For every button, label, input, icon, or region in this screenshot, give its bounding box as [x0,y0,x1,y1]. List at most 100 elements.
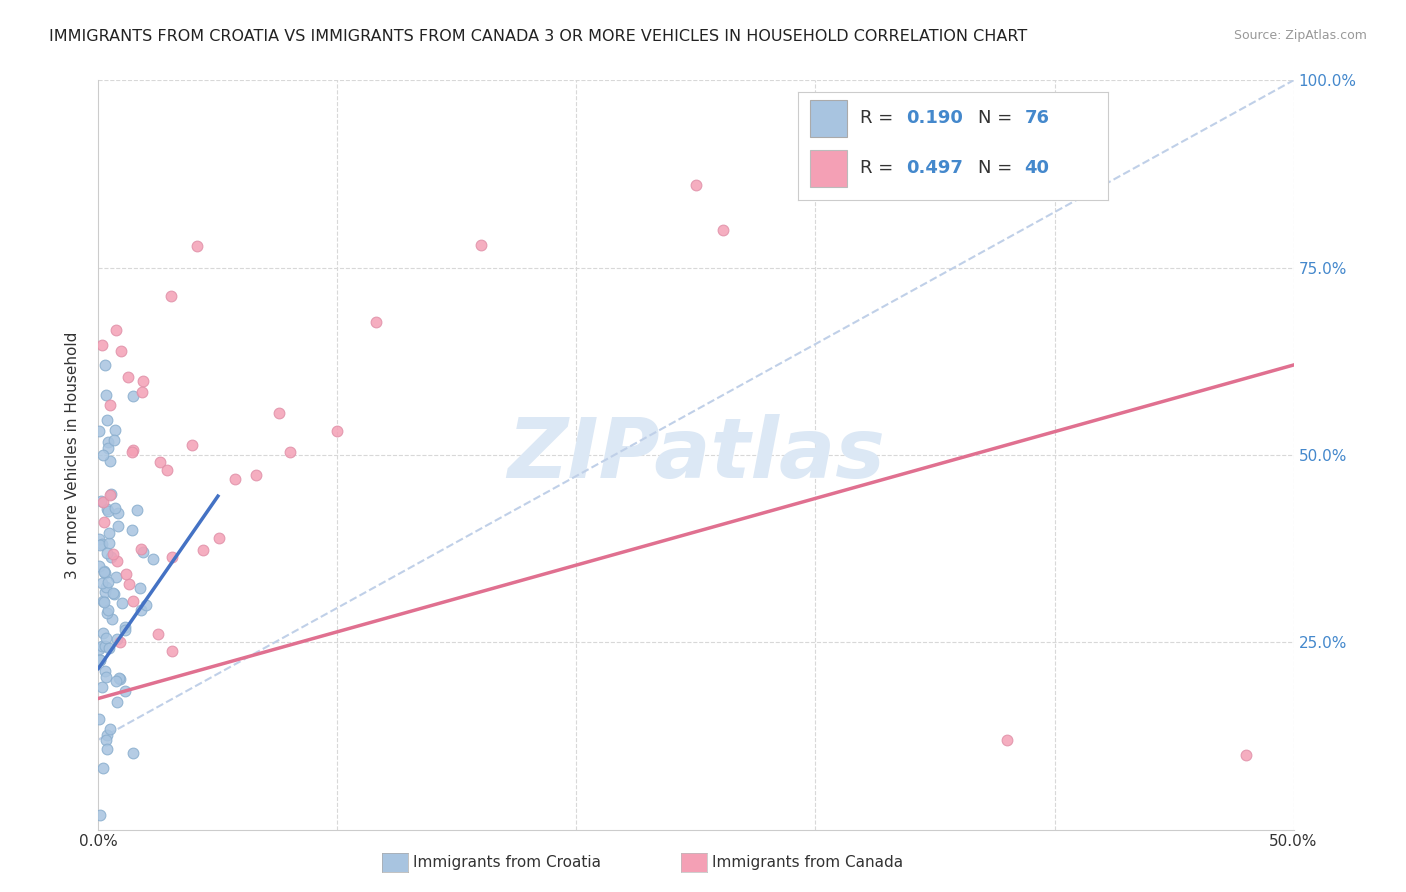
Point [122,443,145,458]
Point [364,315,387,329]
Point [94,566,117,580]
Point [685,178,707,193]
Point [96,742,118,756]
Point [118,576,141,591]
Point [1234,747,1257,762]
Point [101,586,124,600]
Point [96,502,118,516]
Point [108,672,131,686]
Point [98,454,121,468]
Point [105,674,128,689]
Point [121,389,143,403]
Point [159,289,181,303]
Point [98,641,121,656]
Point [111,596,134,610]
Point [97,574,120,589]
Point [125,503,148,517]
Point [93,595,115,609]
Point [89,559,111,574]
Point [100,487,122,501]
Point [90,681,112,695]
Point [96,733,118,747]
Point [91,761,114,775]
Point [87,424,110,438]
Point [149,455,172,469]
Point [90,537,112,551]
Point [121,523,143,537]
Point [89,653,111,667]
Point [104,500,127,515]
Point [89,642,111,657]
Point [114,684,136,698]
Point [94,585,117,599]
Point [91,576,114,591]
Point [107,519,129,533]
Point [91,625,114,640]
Point [115,566,138,581]
Point [98,398,121,412]
Point [108,635,131,649]
Point [105,632,128,646]
Point [101,547,124,561]
Point [90,494,112,508]
Point [93,515,115,529]
Point [114,624,136,638]
Point [155,462,177,476]
Point [208,531,231,545]
Point [280,445,302,459]
Point [117,369,139,384]
Point [96,546,118,560]
Point [186,239,208,253]
Point [995,732,1018,747]
Y-axis label: 3 or more Vehicles in Household: 3 or more Vehicles in Household [65,331,80,579]
Point [148,627,170,641]
Point [105,554,128,568]
Point [98,536,121,550]
Point [160,644,183,658]
Point [326,424,349,438]
Point [245,467,267,482]
Point [89,537,111,551]
Text: Immigrants from Canada: Immigrants from Canada [711,855,903,870]
Point [470,238,492,252]
Point [142,552,165,566]
Text: Immigrants from Croatia: Immigrants from Croatia [413,855,602,870]
Point [100,612,122,626]
Point [132,545,155,559]
Point [108,671,131,685]
Point [93,664,115,678]
Point [132,374,155,388]
Point [121,445,143,459]
Point [98,722,121,736]
Point [267,406,290,420]
Point [89,533,111,547]
Point [97,603,120,617]
Point [162,549,184,564]
Point [91,337,114,351]
Point [110,343,132,358]
Point [135,598,157,612]
Point [96,413,118,427]
Point [96,606,118,620]
Point [89,653,111,667]
Point [103,587,125,601]
Point [131,384,153,399]
Point [98,526,121,541]
Point [122,594,145,608]
Point [93,565,115,579]
Point [91,594,114,608]
Point [180,437,202,451]
Text: Source: ZipAtlas.com: Source: ZipAtlas.com [1233,29,1367,42]
Point [100,550,122,565]
Point [94,388,117,402]
Point [131,542,153,557]
Point [89,807,111,822]
Point [103,433,125,447]
Point [91,448,114,462]
Point [104,423,127,437]
Point [94,639,117,653]
Point [91,639,114,653]
Point [94,670,117,684]
Point [91,494,114,508]
Point [114,619,136,633]
